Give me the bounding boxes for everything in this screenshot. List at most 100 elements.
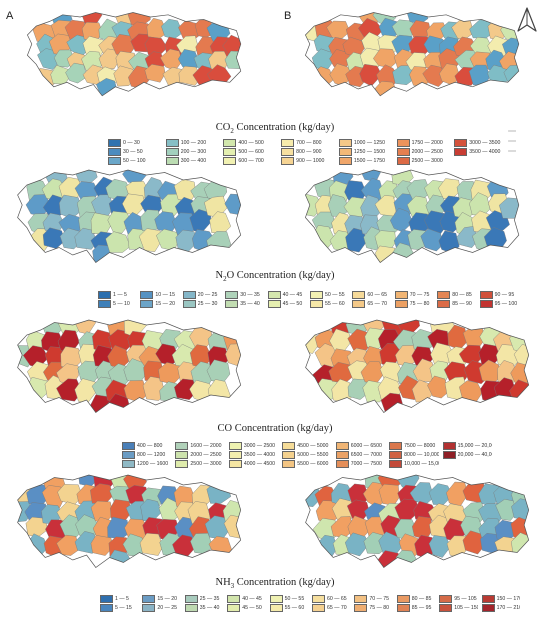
legend-item: 200 — 300 — [165, 148, 220, 156]
legend-label: 10,000 — 15,000 — [404, 461, 439, 467]
legend-label: 6500 — 7000 — [350, 452, 382, 458]
panel-label-a: A — [6, 10, 14, 22]
legend-swatch — [389, 451, 403, 459]
legend-item: 95 — 105 — [439, 595, 477, 603]
legend-label: 400 — 500 — [238, 140, 264, 146]
country-outline — [305, 474, 530, 568]
legend-item: 65 — 70 — [352, 300, 390, 308]
legend-item: 70 — 75 — [394, 291, 433, 299]
legend-swatch — [442, 442, 456, 450]
legend-swatch — [108, 157, 121, 165]
legend-item: 2000 — 2500 — [175, 451, 224, 459]
legend-item: 90 — 95 — [479, 291, 518, 299]
legend-swatch — [165, 157, 179, 165]
legend-item: 500 — 600 — [223, 148, 277, 156]
north-arrow-icon — [517, 7, 537, 32]
legend-label: 500 — 600 — [238, 149, 264, 155]
legend-label: 170 — 210 — [496, 605, 520, 611]
legend-swatch — [437, 291, 451, 299]
legend-label: 3500 — 4000 — [469, 149, 501, 155]
legend-label: 3000 — 2500 — [243, 443, 275, 449]
legend-swatch — [396, 148, 410, 156]
country-outline — [17, 474, 242, 568]
legend-label: 15 — 20 — [155, 301, 176, 307]
legend-swatch — [223, 139, 237, 147]
legend-swatch — [227, 595, 241, 603]
legend-label: 1 — 5 — [115, 596, 129, 602]
legend-item: 1 — 5 — [98, 291, 136, 299]
legend-item: 4000 — 4500 — [228, 460, 278, 468]
legend-label: 200 — 300 — [180, 149, 207, 155]
legend-item: 800 — 900 — [281, 148, 335, 156]
legend-item: 800 — 1200 — [122, 451, 171, 459]
legend-item: 15 — 20 — [142, 595, 180, 603]
legend-item: 1750 — 2000 — [396, 139, 451, 147]
legend-label: 300 — 400 — [180, 158, 207, 164]
province — [224, 193, 241, 216]
legend-item: 1000 — 1250 — [338, 139, 393, 147]
legend-label: 8000 — 10,000 — [404, 452, 439, 458]
co-legend-title: CO Concentration (kg/day) — [217, 423, 333, 434]
legend-label: 7000 — 7500 — [350, 461, 382, 467]
legend-label: 600 — 700 — [238, 158, 264, 164]
legend-label: 55 — 60 — [284, 605, 305, 611]
legend-item: 2000 — 2500 — [396, 148, 451, 156]
legend-label: 6000 — 6500 — [350, 443, 382, 449]
legend-label: 1600 — 2000 — [190, 443, 222, 449]
province — [225, 343, 241, 367]
map-co2_a — [32, 12, 241, 96]
legend-label: 50 — 55 — [284, 596, 305, 602]
legend-swatch — [439, 595, 453, 603]
legend-swatch — [223, 157, 237, 165]
legend-item: 170 — 210 — [481, 604, 520, 612]
legend-swatch — [282, 442, 296, 450]
legend-swatch — [225, 291, 239, 299]
province — [122, 170, 148, 185]
legend-item: 50 — 100 — [108, 157, 162, 165]
map-co_b — [305, 320, 529, 413]
legend-label: 1250 — 1500 — [353, 149, 385, 155]
legend-item: 30 — 50 — [108, 148, 162, 156]
legend-swatch — [223, 148, 237, 156]
legend-swatch — [122, 460, 135, 468]
legend-label: 5000 — 5500 — [297, 452, 329, 458]
legend-item: 30 — 35 — [225, 291, 263, 299]
legend-label: 70 — 75 — [409, 292, 430, 298]
legend-swatch — [228, 451, 242, 459]
province — [90, 212, 112, 235]
legend-swatch — [184, 595, 198, 603]
country-outline — [305, 319, 530, 413]
legend-label: 90 — 95 — [494, 292, 515, 298]
legend-item: 20 — 25 — [182, 291, 221, 299]
legend-item: 8000 — 10,000 — [389, 451, 439, 459]
panel-label-b: B — [284, 10, 292, 22]
legend-swatch — [454, 139, 468, 147]
legend-swatch — [481, 595, 495, 603]
legend-swatch — [396, 157, 410, 165]
legend-label: 35 — 40 — [199, 605, 220, 611]
legend-item: 400 — 800 — [122, 442, 171, 450]
legend-swatch — [228, 442, 242, 450]
legend-label: 15,000 — 20,000 — [457, 443, 492, 449]
province — [326, 20, 351, 39]
legend-label: 50 — 55 — [325, 292, 345, 298]
legend-swatch — [108, 139, 121, 147]
legend-label: 95 — 105 — [454, 596, 477, 602]
legend-swatch — [175, 451, 189, 459]
province — [74, 170, 98, 183]
legend-swatch — [437, 300, 451, 308]
legend-label: 80 — 85 — [411, 596, 432, 602]
legend-item: 45 — 50 — [227, 604, 265, 612]
legend-label: 2000 — 2500 — [411, 149, 443, 155]
n2o-legend-title: N2O Concentration (kg/day) — [215, 270, 335, 284]
legend-label: 1000 — 1250 — [353, 140, 385, 146]
legend-label: 15 — 20 — [157, 596, 178, 602]
province — [144, 64, 166, 83]
legend-item: 10 — 15 — [140, 291, 178, 299]
legend-swatch — [310, 300, 323, 308]
legend-item: 1 — 5 — [100, 595, 138, 603]
legend-item: 70 — 75 — [354, 595, 392, 603]
legend-label: 0 — 30 — [123, 140, 140, 146]
province — [427, 375, 449, 399]
